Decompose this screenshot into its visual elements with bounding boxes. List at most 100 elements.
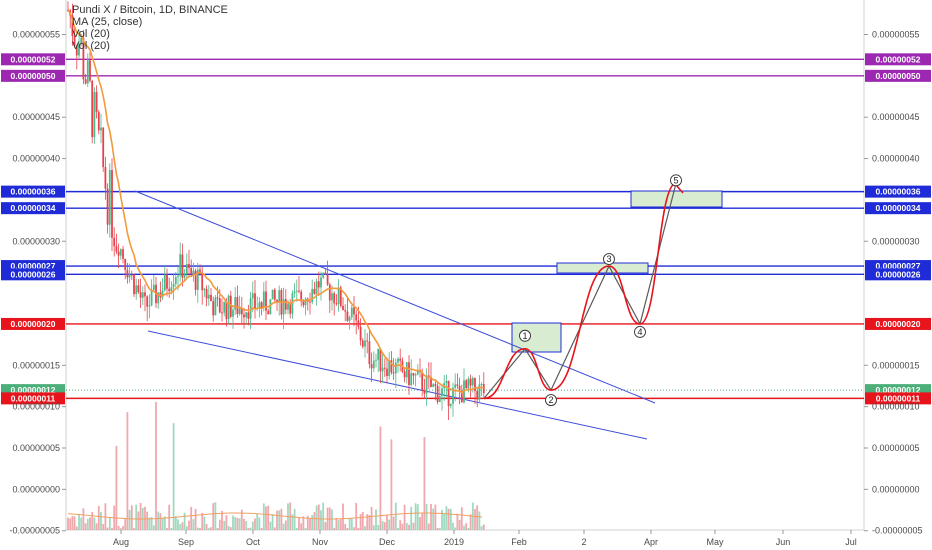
volume-bar xyxy=(115,445,118,530)
candle-body xyxy=(166,274,168,289)
ma-25-line xyxy=(67,9,485,394)
candle-body xyxy=(210,294,212,302)
candle-body xyxy=(273,289,276,300)
volume-bar xyxy=(155,402,157,530)
candle-body xyxy=(216,297,219,299)
right-price-axis: 0.00000055 0.00000045 0.00000040 0.00000030… xyxy=(864,30,923,536)
volume-bar xyxy=(137,511,140,530)
volume-bar xyxy=(157,511,160,530)
candle-body xyxy=(476,391,479,400)
volume-bar xyxy=(188,520,190,530)
candle-body xyxy=(293,291,296,294)
x-tick-label: 2 xyxy=(581,537,586,547)
candle-body xyxy=(168,288,171,292)
volume-bar xyxy=(203,516,206,530)
candle-body xyxy=(108,170,111,225)
volume-bar xyxy=(174,516,177,530)
volume-bar xyxy=(300,523,303,530)
volume-bar xyxy=(394,502,397,530)
volume-bar xyxy=(432,508,435,530)
candle-body xyxy=(269,299,272,315)
volume-bar xyxy=(460,507,463,530)
volume-bar xyxy=(370,506,373,530)
volume-bar xyxy=(227,525,230,530)
y-tick-label: 0.00000030 xyxy=(872,236,920,246)
price-level-label: 0.00000052 xyxy=(11,54,56,64)
candle-body xyxy=(144,292,146,297)
volume-bar xyxy=(170,528,173,530)
x-tick-label: Oct xyxy=(246,537,261,547)
volume-bar xyxy=(397,528,399,530)
volume-bar xyxy=(194,508,197,530)
legend-vol-2: Vol (20) xyxy=(72,40,110,52)
candle-body xyxy=(441,388,443,396)
candle-body xyxy=(86,60,89,84)
volume-bar xyxy=(401,523,404,530)
wave-marker-label: 2 xyxy=(548,395,553,405)
y-tick-label: 0.00000000 xyxy=(872,484,920,494)
volume-bar xyxy=(291,514,294,530)
volume-bar xyxy=(392,516,395,530)
volume-bar xyxy=(443,513,446,530)
volume-bar xyxy=(179,524,182,530)
volume-bar xyxy=(361,512,364,530)
volume-bar xyxy=(106,527,109,530)
candle-body xyxy=(67,9,69,11)
price-level-label: 0.00000026 xyxy=(11,269,56,279)
volume-bar xyxy=(130,505,133,530)
candle-body xyxy=(326,274,329,285)
volume-bar xyxy=(447,508,450,530)
price-level-tag xyxy=(865,69,931,82)
volume-bar xyxy=(306,515,309,530)
volume-bar xyxy=(350,518,353,530)
volume-bar xyxy=(183,512,186,530)
y-tick-label: 0.00000010 xyxy=(12,402,60,412)
volume-bar xyxy=(276,510,278,530)
volume-bar xyxy=(86,518,89,530)
wave-marker-label: 3 xyxy=(606,254,611,264)
volume-bar xyxy=(133,528,135,530)
volume-bar xyxy=(399,520,402,530)
volume-bar xyxy=(181,522,184,530)
candle-body xyxy=(452,387,454,404)
price-level-label: 0.00000011 xyxy=(876,393,921,403)
volume-bar xyxy=(293,508,296,530)
volume-bar xyxy=(218,519,221,530)
candle-body xyxy=(271,289,274,300)
volume-bar xyxy=(331,509,333,530)
candle-body xyxy=(157,292,160,304)
volume-bar xyxy=(386,514,388,530)
wave-marker-circle xyxy=(670,174,682,187)
volume-bar xyxy=(445,506,448,530)
candle-body xyxy=(262,291,265,308)
price-level-tag xyxy=(1,202,65,215)
candle-body xyxy=(353,307,355,315)
candle-body xyxy=(445,381,448,384)
price-level-tag xyxy=(865,185,931,198)
y-tick-label: 0.00000045 xyxy=(872,112,920,122)
candle-body xyxy=(254,293,256,309)
volume-bar xyxy=(324,522,327,530)
volume-bar xyxy=(408,524,410,530)
candle-body xyxy=(221,312,223,314)
candle-body xyxy=(265,291,267,311)
candle-body xyxy=(311,289,314,303)
wave-arrowhead xyxy=(675,184,684,194)
price-level-label: 0.00000050 xyxy=(876,71,921,81)
candle-body xyxy=(150,290,153,306)
candle-body xyxy=(117,251,120,256)
candle-body xyxy=(381,367,384,372)
volume-bar xyxy=(416,504,419,530)
candle-body xyxy=(95,92,98,112)
volume-bar xyxy=(146,511,149,530)
wave-projection-curve xyxy=(483,182,677,400)
y-tick-label: 0.00000005 xyxy=(12,443,60,453)
candle-body xyxy=(240,308,243,315)
candle-body xyxy=(102,127,105,168)
volume-bar xyxy=(412,522,415,530)
candle-body xyxy=(223,301,226,313)
candle-body xyxy=(403,371,406,378)
volume-bar xyxy=(357,528,360,530)
candle-body xyxy=(471,377,474,386)
